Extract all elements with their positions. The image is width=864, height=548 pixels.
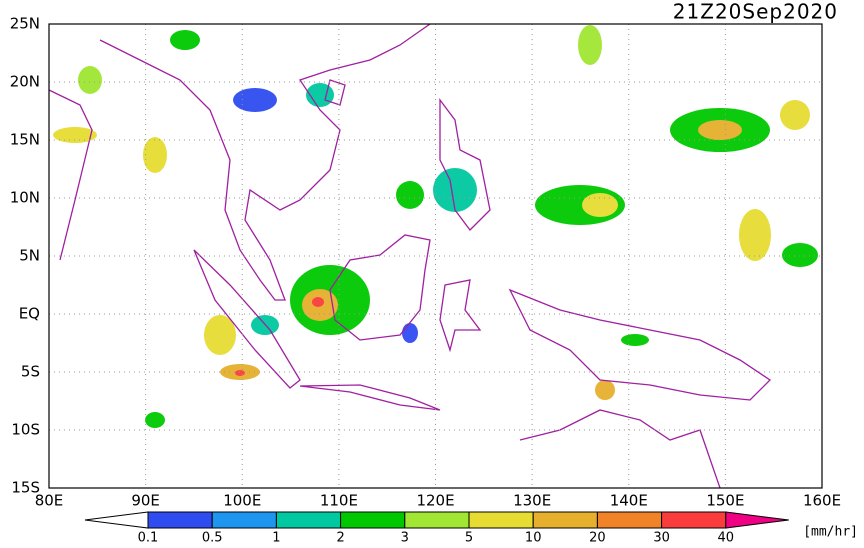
colorbar-label: 2 <box>336 531 344 545</box>
graticule: 80E 90E 100E 110E 120E 130E 140E 150E 160E 25N 20N… <box>10 15 841 510</box>
colorbar: 0.1 0.5 1 2 3 5 10 20 30 40 [mm/hr] <box>84 511 858 546</box>
lon-label: 140E <box>610 492 648 510</box>
lon-label: 110E <box>320 492 358 510</box>
lat-label: EQ <box>19 305 40 323</box>
map-frame <box>48 23 823 489</box>
lon-label: 150E <box>706 492 744 510</box>
colorbar-swatch <box>275 511 342 529</box>
colorbar-label: 20 <box>589 531 606 545</box>
colorbar-swatch <box>532 511 598 529</box>
colorbar-label: 5 <box>465 531 473 545</box>
colorbar-swatch <box>661 511 727 529</box>
colorbar-swatch <box>340 511 406 529</box>
lon-label: 120E <box>416 492 454 510</box>
lat-label: 10S <box>11 421 40 439</box>
colorbar-label: 0.5 <box>202 531 223 545</box>
lat-label: 20N <box>10 73 40 91</box>
colorbar-swatch <box>404 511 470 529</box>
lat-label: 5S <box>21 363 40 381</box>
colorbar-label: 30 <box>653 531 670 545</box>
lon-label: 160E <box>803 492 841 510</box>
colorbar-swatch <box>596 511 663 529</box>
colorbar-arrow <box>84 511 149 529</box>
lon-label: 130E <box>513 492 551 510</box>
colorbar-label: 10 <box>525 531 542 545</box>
lat-label: 5N <box>19 247 40 265</box>
lon-label: 90E <box>131 492 160 510</box>
colorbar-arrow <box>725 511 789 529</box>
lon-label: 100E <box>223 492 261 510</box>
colorbar-swatch <box>147 511 213 529</box>
colorbar-swatch <box>211 511 277 529</box>
colorbar-label: 1 <box>272 531 280 545</box>
precipitation <box>53 25 818 428</box>
colorbar-label: 3 <box>401 531 409 545</box>
colorbar-label: 40 <box>718 531 735 545</box>
lon-label: 80E <box>35 492 64 510</box>
colorbar-unit: [mm/hr] <box>803 525 858 540</box>
coastlines <box>49 24 772 488</box>
lat-label: 25N <box>10 15 40 33</box>
lat-label: 10N <box>10 189 40 207</box>
colorbar-label: 0.1 <box>138 531 159 545</box>
lat-label: 15S <box>11 479 40 497</box>
colorbar-swatch <box>468 511 534 529</box>
map-layer <box>49 24 818 488</box>
lat-label: 15N <box>10 131 40 149</box>
map-title: 21Z20Sep2020 <box>673 0 838 24</box>
